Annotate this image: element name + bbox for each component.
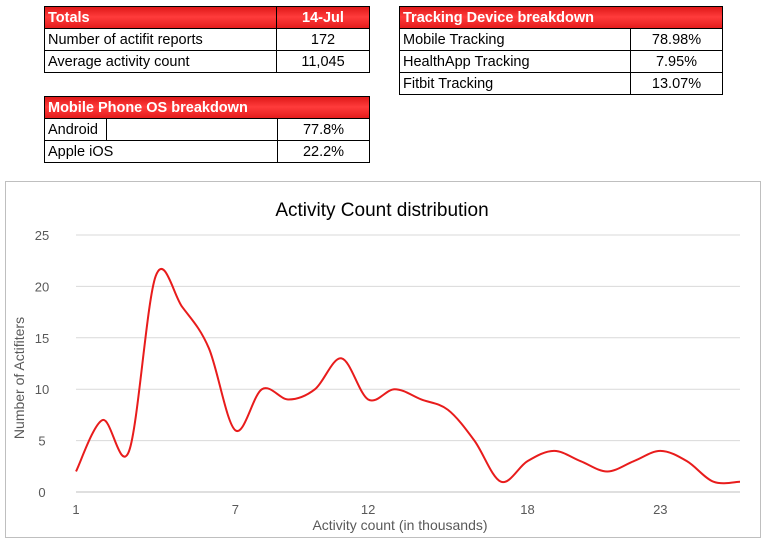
device-row-label: Fitbit Tracking	[400, 73, 631, 95]
totals-header-label: Totals	[45, 7, 277, 29]
totals-row-value: 11,045	[277, 51, 370, 73]
x-axis-label: Activity count (in thousands)	[312, 517, 487, 533]
y-tick-label: 0	[38, 485, 45, 500]
device-header-label: Tracking Device breakdown	[400, 7, 723, 29]
table-row: Number of actifit reports 172	[45, 29, 370, 51]
x-tick-label: 7	[232, 502, 239, 517]
os-row-label: Android	[45, 119, 107, 141]
x-tick-label: 18	[520, 502, 534, 517]
x-tick-label: 23	[653, 502, 667, 517]
os-table: Mobile Phone OS breakdown Android 77.8% …	[44, 96, 370, 163]
chart-title: Activity Count distribution	[275, 200, 488, 221]
device-row-label: HealthApp Tracking	[400, 51, 631, 73]
table-row: Average activity count 11,045	[45, 51, 370, 73]
y-tick-label: 10	[35, 382, 49, 397]
x-tick-label: 12	[361, 502, 375, 517]
os-row-value: 77.8%	[278, 119, 370, 141]
y-tick-label: 20	[35, 279, 49, 294]
y-tick-label: 15	[35, 331, 49, 346]
y-tick-label: 25	[35, 228, 49, 243]
totals-row-value: 172	[277, 29, 370, 51]
x-tick-label: 1	[72, 502, 79, 517]
device-row-value: 13.07%	[631, 73, 723, 95]
table-row: Apple iOS 22.2%	[45, 141, 370, 163]
chart-area: Activity Count distribution Activity cou…	[5, 181, 761, 538]
device-row-value: 7.95%	[631, 51, 723, 73]
device-row-label: Mobile Tracking	[400, 29, 631, 51]
totals-row-label: Average activity count	[45, 51, 277, 73]
y-tick-label: 5	[38, 434, 45, 449]
device-table: Tracking Device breakdown Mobile Trackin…	[399, 6, 723, 95]
y-axis-label: Number of Actifiters	[11, 317, 27, 439]
os-row-label: Apple iOS	[45, 141, 278, 163]
totals-row-label: Number of actifit reports	[45, 29, 277, 51]
totals-header-date: 14-Jul	[277, 7, 370, 29]
os-header-label: Mobile Phone OS breakdown	[45, 97, 370, 119]
table-row: HealthApp Tracking 7.95%	[400, 51, 723, 73]
os-row-spacer	[107, 119, 278, 141]
table-row: Mobile Tracking 78.98%	[400, 29, 723, 51]
activity-chart: Activity Count distribution Activity cou…	[6, 182, 760, 537]
series-line	[76, 269, 740, 483]
os-row-value: 22.2%	[278, 141, 370, 163]
device-row-value: 78.98%	[631, 29, 723, 51]
table-row: Android 77.8%	[45, 119, 370, 141]
totals-table: Totals 14-Jul Number of actifit reports …	[44, 6, 370, 73]
table-row: Fitbit Tracking 13.07%	[400, 73, 723, 95]
